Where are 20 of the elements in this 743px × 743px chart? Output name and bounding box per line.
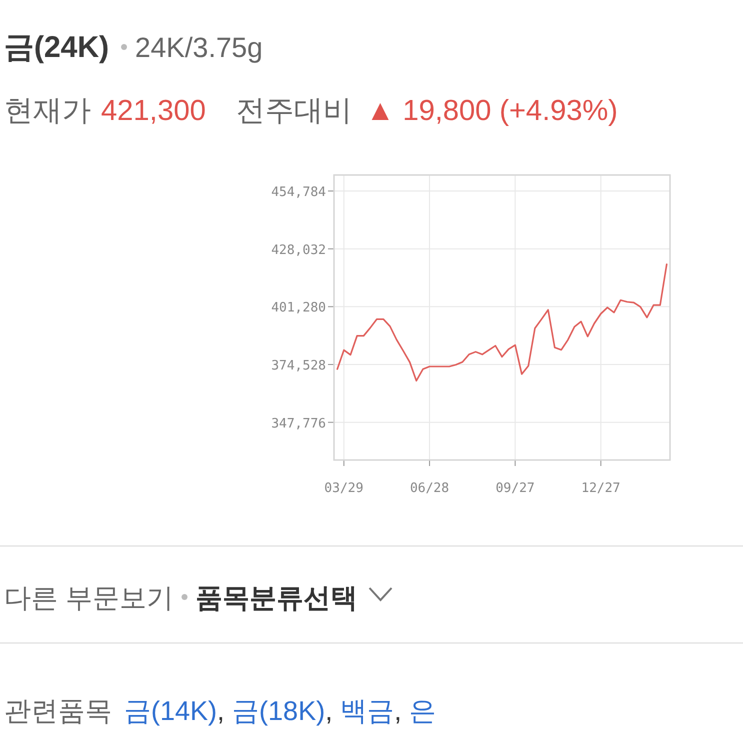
text: 금(24K) bbox=[4, 31, 110, 64]
text: 관련품목 bbox=[4, 696, 112, 726]
y-tick-label: 454,784 bbox=[271, 185, 326, 200]
text: 전주대비 bbox=[236, 95, 352, 127]
line-series bbox=[336, 263, 668, 382]
y-tick-label: 428,032 bbox=[271, 242, 326, 258]
text: 금(14K), 금(18K), 백금, 은 bbox=[124, 696, 436, 726]
text: 다른 부문보기 bbox=[4, 583, 174, 613]
y-tick-label: 374,528 bbox=[271, 358, 326, 374]
chart-subtitle: 24K/3.75g bbox=[135, 32, 263, 63]
x-tick-label: 06/28 bbox=[410, 481, 450, 496]
x-tick-label: 03/29 bbox=[324, 481, 364, 496]
y-tick-label: 347,776 bbox=[271, 416, 326, 432]
text: 품목분류선택 bbox=[196, 583, 358, 613]
x-tick-label: 09/27 bbox=[496, 481, 535, 496]
text: ▲ 19,800 (+4.93%) bbox=[366, 95, 618, 127]
text: 421,300 bbox=[101, 95, 206, 127]
y-tick-label: 401,280 bbox=[271, 300, 326, 316]
x-tick-label: 12/27 bbox=[581, 481, 620, 496]
text: 현재가 bbox=[4, 95, 91, 127]
